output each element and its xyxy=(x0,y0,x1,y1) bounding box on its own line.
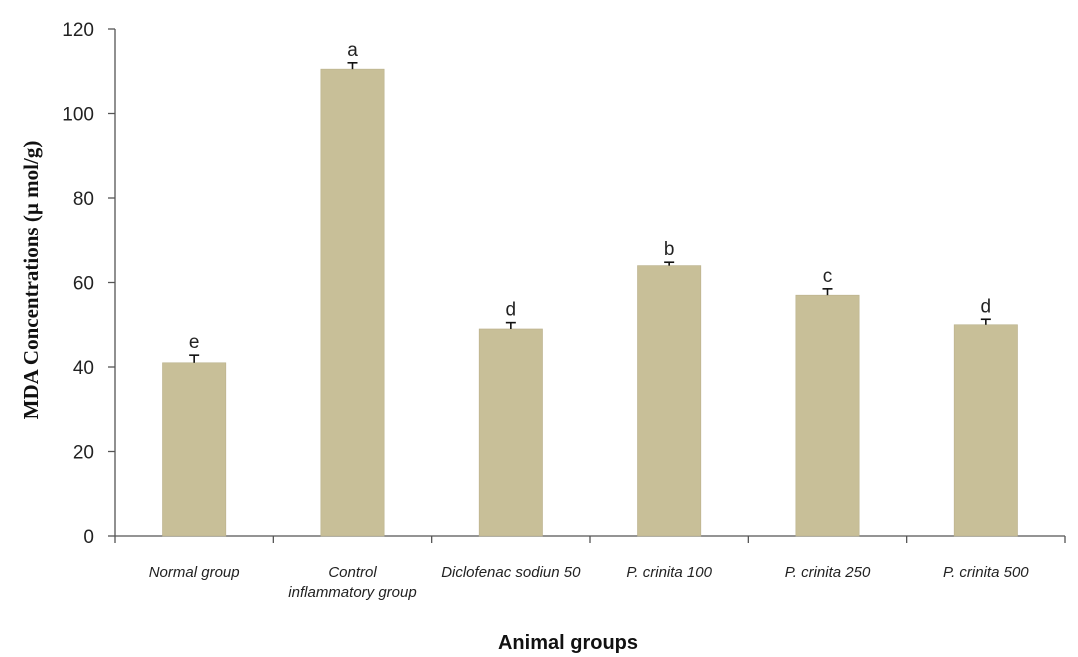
x-category-label: Diclofenac sodiun 50 xyxy=(441,564,581,581)
y-tick-label: 40 xyxy=(73,358,94,379)
bar xyxy=(637,265,702,537)
bar xyxy=(795,294,860,537)
axes: 0 20 40 60 80 100 120 xyxy=(62,20,1066,548)
bars xyxy=(162,61,1018,537)
x-category-label: Normal group xyxy=(149,564,240,581)
bar xyxy=(162,362,227,537)
significance-letter: d xyxy=(506,300,517,321)
significance-letter: d xyxy=(981,296,992,317)
significance-letter: b xyxy=(664,239,675,260)
y-axis-title: MDA Concentrations (µ mol/g) xyxy=(19,141,43,420)
x-category-label: Control xyxy=(328,564,377,581)
y-tick-label: 120 xyxy=(62,20,94,41)
x-category-label: P. crinita 100 xyxy=(626,564,712,581)
significance-letter: c xyxy=(823,266,833,287)
y-tick-label: 80 xyxy=(73,189,94,210)
bar xyxy=(953,324,1018,537)
y-tick-label: 100 xyxy=(62,105,94,126)
x-axis-title: Animal groups xyxy=(498,632,638,654)
bar xyxy=(320,68,385,537)
y-tick-label: 0 xyxy=(83,527,94,548)
labels: e Normal group a Control inflammatory group d… xyxy=(149,40,1030,601)
significance-letter: a xyxy=(347,40,358,61)
bar xyxy=(478,328,543,537)
y-tick-label: 20 xyxy=(73,443,94,464)
significance-letter: e xyxy=(189,332,200,353)
y-tick-label: 60 xyxy=(73,274,94,295)
x-category-label: P. crinita 250 xyxy=(785,564,871,581)
x-category-label: P. crinita 500 xyxy=(943,564,1029,581)
x-category-label: inflammatory group xyxy=(288,584,416,601)
